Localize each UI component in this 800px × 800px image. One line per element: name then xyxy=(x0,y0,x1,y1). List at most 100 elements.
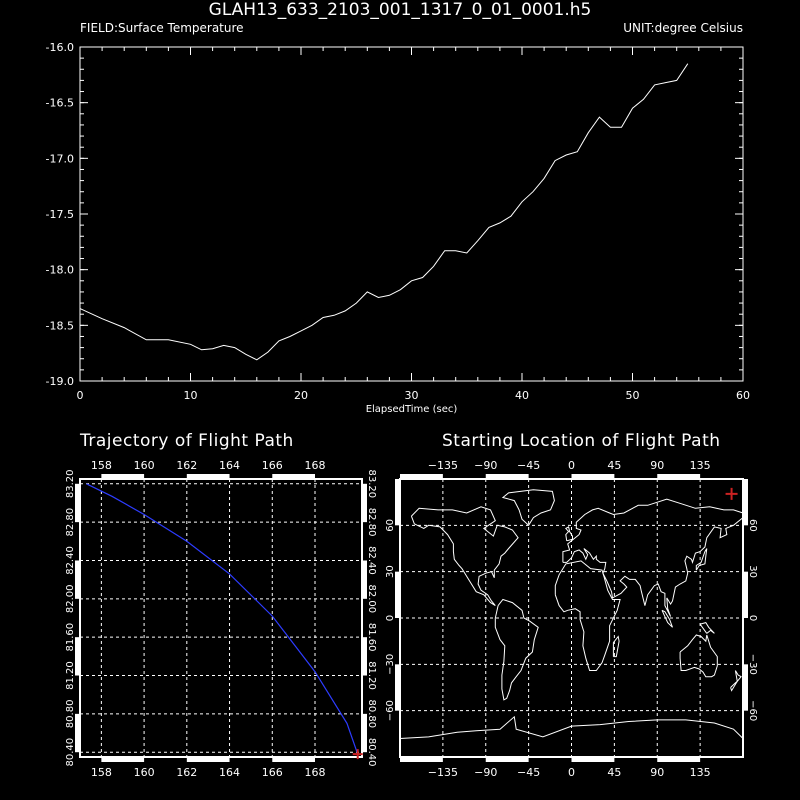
border-bar xyxy=(101,757,145,762)
y-tick-label-right: 81.60 xyxy=(366,623,377,652)
x-tick-label-bottom: 160 xyxy=(134,766,155,779)
trajectory-frame xyxy=(79,478,363,758)
coastline xyxy=(730,680,738,692)
trajectory-title: Trajectory of Flight Path xyxy=(80,431,294,451)
lon-label-bottom: −45 xyxy=(517,766,540,779)
border-bar xyxy=(400,757,443,762)
border-bar xyxy=(362,713,367,753)
coastline xyxy=(494,598,539,701)
lon-label-bottom: 45 xyxy=(607,766,621,779)
coastline xyxy=(399,715,744,739)
x-tick-label-bottom: 158 xyxy=(91,766,112,779)
start-location-title: Starting Location of Flight Path xyxy=(442,431,721,451)
x-tick-label: 20 xyxy=(294,389,308,402)
y-tick-label-left: 80.40 xyxy=(65,738,76,767)
border-bar xyxy=(362,560,367,599)
start-location-marker xyxy=(725,487,738,500)
lon-label-bottom: 90 xyxy=(650,766,664,779)
border-bar xyxy=(743,479,748,526)
lat-label-left: 60 xyxy=(385,519,396,532)
coastline xyxy=(562,498,744,617)
x-tick-label-bottom: 162 xyxy=(176,766,197,779)
flight-path-line xyxy=(86,483,359,755)
lat-label-right: 0 xyxy=(747,615,758,621)
border-bar xyxy=(485,757,529,762)
border-bar xyxy=(75,483,80,523)
x-tick-label-top: 164 xyxy=(219,459,240,472)
coastline xyxy=(554,560,621,671)
border-bar xyxy=(272,474,315,479)
world-map: −135 −135 −90 −90 −45 −45 0 0 45 45 90 90 135 135 −60 −… xyxy=(385,459,758,779)
coastline xyxy=(695,548,708,571)
y-tick-label: -17.5 xyxy=(46,208,74,221)
x-tick-label-bottom: 164 xyxy=(219,766,240,779)
border-bar xyxy=(485,474,529,479)
lat-label-right: −30 xyxy=(747,654,758,675)
lon-label-bottom: 0 xyxy=(568,766,575,779)
x-tick-label-top: 162 xyxy=(176,459,197,472)
y-tick-label-left: 82.80 xyxy=(65,508,76,537)
coastline xyxy=(734,670,742,683)
x-tick-label-top: 158 xyxy=(91,459,112,472)
y-tick-label-left: 82.40 xyxy=(65,546,76,575)
y-tick-label-right: 80.80 xyxy=(366,700,377,729)
lon-label-bottom: −90 xyxy=(474,766,497,779)
field-label: FIELD:Surface Temperature xyxy=(80,21,244,35)
y-tick-label: -19.0 xyxy=(46,375,74,388)
lat-label-left: 0 xyxy=(385,615,396,621)
x-axis-label: ElapsedTime (sec) xyxy=(366,404,458,415)
border-bar xyxy=(75,637,80,676)
lat-label-left: −60 xyxy=(385,700,396,721)
lat-label-left: −30 xyxy=(385,654,396,675)
page-title: GLAH13_633_2103_001_1317_0_01_0001.h5 xyxy=(208,0,592,20)
lon-label-top: 135 xyxy=(690,459,711,472)
border-bar xyxy=(395,479,400,526)
coastline xyxy=(612,635,620,658)
border-bar xyxy=(75,560,80,599)
coastline xyxy=(661,609,673,628)
lon-label-top: −90 xyxy=(474,459,497,472)
y-tick-label-left: 80.80 xyxy=(65,700,76,729)
y-tick-label-right: 82.80 xyxy=(366,508,377,537)
x-tick-label-top: 160 xyxy=(134,459,155,472)
y-tick-label-left: 81.60 xyxy=(65,623,76,652)
temperature-series-line xyxy=(79,63,689,361)
y-tick-label: -16.5 xyxy=(46,97,74,110)
y-tick-label-right: 82.40 xyxy=(366,546,377,575)
border-bar xyxy=(571,474,615,479)
lat-label-right: 30 xyxy=(747,565,758,578)
y-tick-label: -18.0 xyxy=(46,264,74,277)
coastline xyxy=(501,489,555,526)
border-bar xyxy=(400,474,443,479)
lon-label-top: 45 xyxy=(607,459,621,472)
lon-label-top: 90 xyxy=(650,459,664,472)
lat-label-left: 30 xyxy=(385,565,396,578)
x-tick-label: 40 xyxy=(515,389,529,402)
x-tick-label-bottom: 166 xyxy=(262,766,283,779)
plot-frame xyxy=(79,46,744,382)
border-bar xyxy=(395,664,400,711)
x-tick-label: 50 xyxy=(626,389,640,402)
lat-label-right: −60 xyxy=(747,700,758,721)
y-tick-label-left: 83.20 xyxy=(65,469,76,498)
y-tick-label: -17.0 xyxy=(46,152,74,165)
x-tick-label: 0 xyxy=(77,389,84,402)
border-bar xyxy=(75,713,80,753)
border-bar xyxy=(657,474,701,479)
x-tick-label: 60 xyxy=(736,389,750,402)
y-tick-label: -16.0 xyxy=(46,41,74,54)
lon-label-bottom: 135 xyxy=(690,766,711,779)
y-tick-label-right: 82.00 xyxy=(366,585,377,614)
x-tick-label-top: 168 xyxy=(305,459,326,472)
lon-label-top: −45 xyxy=(517,459,540,472)
flight-end-marker xyxy=(352,749,363,760)
unit-label: UNIT:degree Celsius xyxy=(623,21,743,35)
border-bar xyxy=(657,757,701,762)
border-bar xyxy=(101,474,145,479)
border-bar xyxy=(743,664,748,711)
y-tick-label: -18.5 xyxy=(46,319,74,332)
x-tick-label: 10 xyxy=(184,389,198,402)
border-bar xyxy=(272,757,315,762)
y-tick-label-left: 82.00 xyxy=(65,585,76,614)
border-bar xyxy=(362,483,367,523)
